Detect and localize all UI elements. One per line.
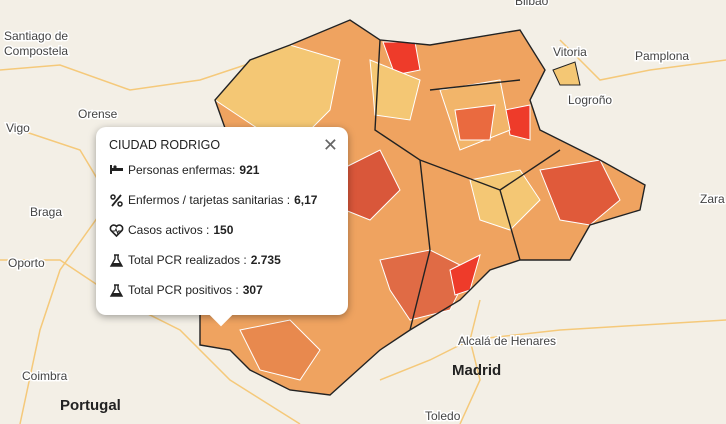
place-label: Braga [30, 205, 62, 219]
row-icon [109, 223, 124, 237]
row-value: 6,17 [294, 193, 318, 207]
place-label: Zara [700, 192, 725, 206]
row-icon [110, 164, 123, 174]
place-label: Oporto [8, 256, 45, 270]
row-value: 921 [239, 163, 260, 177]
popup-row: Total PCR positivos :307 [109, 282, 263, 298]
place-label: Toledo [425, 409, 461, 423]
place-label: Vigo [6, 121, 30, 135]
row-label: Casos activos : [128, 223, 210, 237]
place-label: Orense [78, 107, 118, 121]
popup-title: CIUDAD RODRIGO [109, 138, 221, 152]
place-label: Vitoria [553, 45, 587, 59]
place-label: Portugal [60, 397, 121, 414]
place-label: Madrid [452, 362, 501, 379]
info-popup: CIUDAD RODRIGO ✕ Personas enfermas: 921 En… [96, 127, 348, 315]
place-label: Alcalá de Henares [458, 334, 556, 348]
row-label: Personas enfermas: [128, 163, 236, 177]
popup-row: Casos activos :150 [109, 222, 233, 238]
place-label: Logroño [568, 93, 612, 107]
enclave [552, 61, 581, 86]
popup-row: Personas enfermas: 921 [109, 162, 259, 178]
row-label: Enfermos / tarjetas sanitarias : [128, 193, 291, 207]
place-label: Santiago de [4, 29, 68, 43]
popup-row: Total PCR realizados :2.735 [109, 252, 281, 268]
place-label: Bilbao [515, 0, 549, 8]
roads [0, 39, 726, 424]
row-value: 150 [213, 223, 234, 237]
province-borders [199, 19, 646, 396]
row-label: Total PCR realizados : [128, 253, 247, 267]
row-value: 307 [242, 283, 263, 297]
place-label: Pamplona [635, 49, 689, 63]
row-icon [110, 193, 123, 207]
place-label: Coimbra [22, 369, 68, 383]
row-label: Total PCR positivos : [128, 283, 239, 297]
row-icon [109, 253, 124, 267]
popup-row: Enfermos / tarjetas sanitarias :6,17 [109, 192, 317, 208]
place-label: Compostela [4, 44, 68, 58]
row-value: 2.735 [250, 253, 281, 267]
close-button[interactable]: ✕ [322, 135, 338, 155]
row-icon [109, 283, 124, 297]
